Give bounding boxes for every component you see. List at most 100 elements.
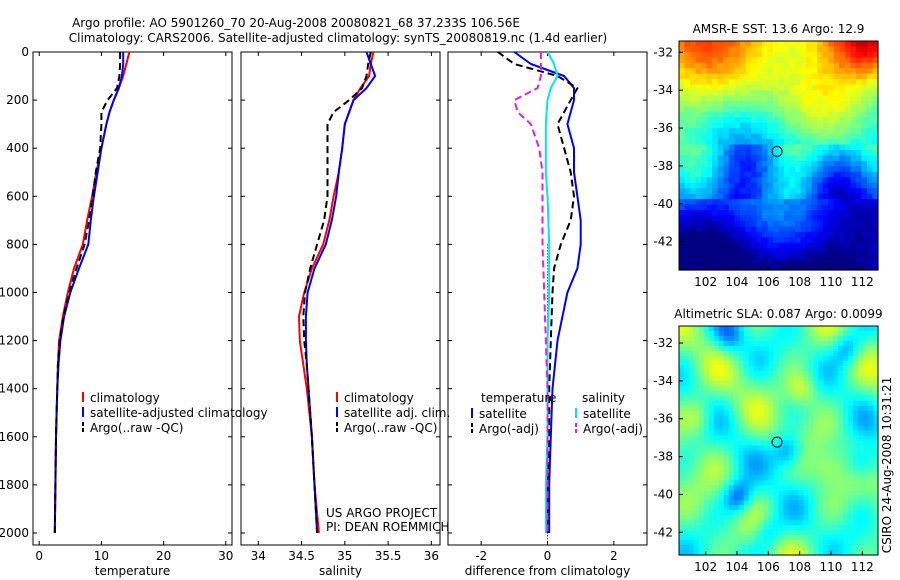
heatmap-cell — [750, 57, 757, 64]
heatmap-cell — [823, 530, 829, 536]
heatmap-cell — [823, 460, 829, 466]
heatmap-cell — [690, 128, 697, 135]
heatmap-cell — [863, 330, 869, 337]
heatmap-cell — [679, 445, 685, 452]
heatmap-cell — [803, 505, 809, 511]
heatmap-cell — [723, 90, 730, 97]
heatmap-cell — [803, 335, 809, 342]
heatmap-cell — [844, 166, 851, 173]
heatmap-cell — [723, 210, 730, 217]
heatmap-cell — [850, 259, 857, 266]
x-axis-label: salinity — [319, 564, 362, 578]
heatmap-cell — [848, 420, 854, 427]
heatmap-cell — [793, 530, 799, 536]
heatmap-cell — [743, 500, 750, 506]
heatmap-cell — [753, 475, 760, 481]
heatmap-cell — [683, 330, 690, 337]
heatmap-cell — [833, 210, 840, 217]
heatmap-cell — [728, 231, 735, 238]
heatmap-cell — [772, 111, 780, 118]
heatmap-cell — [833, 505, 839, 511]
heatmap-cell — [703, 390, 710, 397]
heatmap-cell — [798, 385, 804, 392]
heatmap-cell — [723, 237, 730, 244]
heatmap-cell — [695, 106, 702, 113]
heatmap-cell — [808, 425, 814, 432]
heatmap-cell — [723, 505, 730, 511]
heatmap-cell — [693, 545, 700, 551]
heatmap-cell — [701, 193, 708, 200]
heatmap-cell — [701, 177, 708, 184]
heatmap-cell — [808, 495, 814, 501]
heatmap-cell — [778, 171, 785, 178]
y-tick-label: 2000 — [0, 526, 29, 540]
heatmap-cell — [783, 370, 790, 377]
heatmap-cell — [728, 95, 735, 102]
heatmap-cell — [767, 150, 774, 157]
heatmap-cell — [839, 84, 846, 91]
heatmap-cell — [706, 90, 713, 97]
heatmap-cell — [813, 385, 819, 392]
heatmap-cell — [866, 182, 874, 189]
heatmap-cell — [688, 380, 695, 387]
heatmap-cell — [684, 171, 691, 178]
heatmap-cell — [684, 144, 691, 151]
heatmap-cell — [772, 57, 780, 64]
heatmap-cell — [788, 365, 795, 372]
heatmap-cell — [838, 365, 844, 372]
heatmap-cell — [745, 193, 752, 200]
heatmap-cell — [806, 51, 813, 58]
heatmap-cell — [803, 326, 809, 332]
heatmap-cell — [723, 485, 730, 491]
heatmap-cell — [808, 340, 814, 347]
heatmap-cell — [763, 515, 770, 521]
heatmap-cell — [848, 385, 854, 392]
heatmap-cell — [858, 385, 864, 392]
heatmap-cell — [706, 210, 713, 217]
heatmap-cell — [743, 435, 750, 442]
heatmap-cell — [833, 350, 839, 357]
heatmap-cell — [789, 248, 796, 255]
heatmap-cell — [783, 465, 790, 471]
heatmap-cell — [728, 330, 735, 337]
heatmap-cell — [866, 111, 874, 118]
heatmap-cell — [708, 470, 715, 476]
heatmap-cell — [753, 420, 760, 427]
heatmap-cell — [703, 375, 710, 382]
x-tick-label: 112 — [851, 275, 874, 289]
heatmap-cell — [818, 330, 824, 337]
heatmap-cell — [872, 62, 879, 69]
heatmap-cell — [750, 166, 757, 173]
heatmap-cell — [734, 57, 741, 64]
heatmap-cell — [756, 166, 763, 173]
heatmap-cell — [738, 450, 745, 457]
heatmap-cell — [772, 188, 780, 195]
heatmap-cell — [789, 144, 796, 151]
heatmap-cell — [758, 515, 765, 521]
heatmap-cell — [750, 111, 757, 118]
heatmap-cell — [813, 500, 819, 506]
heatmap-cell — [750, 215, 757, 222]
heatmap-cell — [745, 264, 752, 271]
heatmap-cell — [748, 435, 755, 442]
heatmap-cell — [708, 475, 715, 481]
heatmap-cell — [828, 425, 834, 432]
heatmap-cell — [679, 535, 685, 541]
heatmap-cell — [850, 79, 857, 86]
heatmap-cell — [838, 385, 844, 392]
heatmap-cell — [703, 490, 710, 496]
heatmap-cell — [739, 51, 746, 58]
heatmap-cell — [718, 430, 725, 437]
heatmap-cell — [756, 210, 763, 217]
heatmap-cell — [811, 210, 818, 217]
heatmap-cell — [853, 445, 859, 452]
heatmap-cell — [788, 490, 795, 496]
heatmap-cell — [795, 182, 802, 189]
heatmap-cell — [850, 100, 857, 108]
heatmap-cell — [748, 420, 755, 427]
legend-label: satellite adj. clim. — [344, 406, 450, 420]
heatmap-cell — [745, 117, 752, 124]
heatmap-cell — [798, 460, 804, 466]
heatmap-cell — [703, 540, 710, 546]
